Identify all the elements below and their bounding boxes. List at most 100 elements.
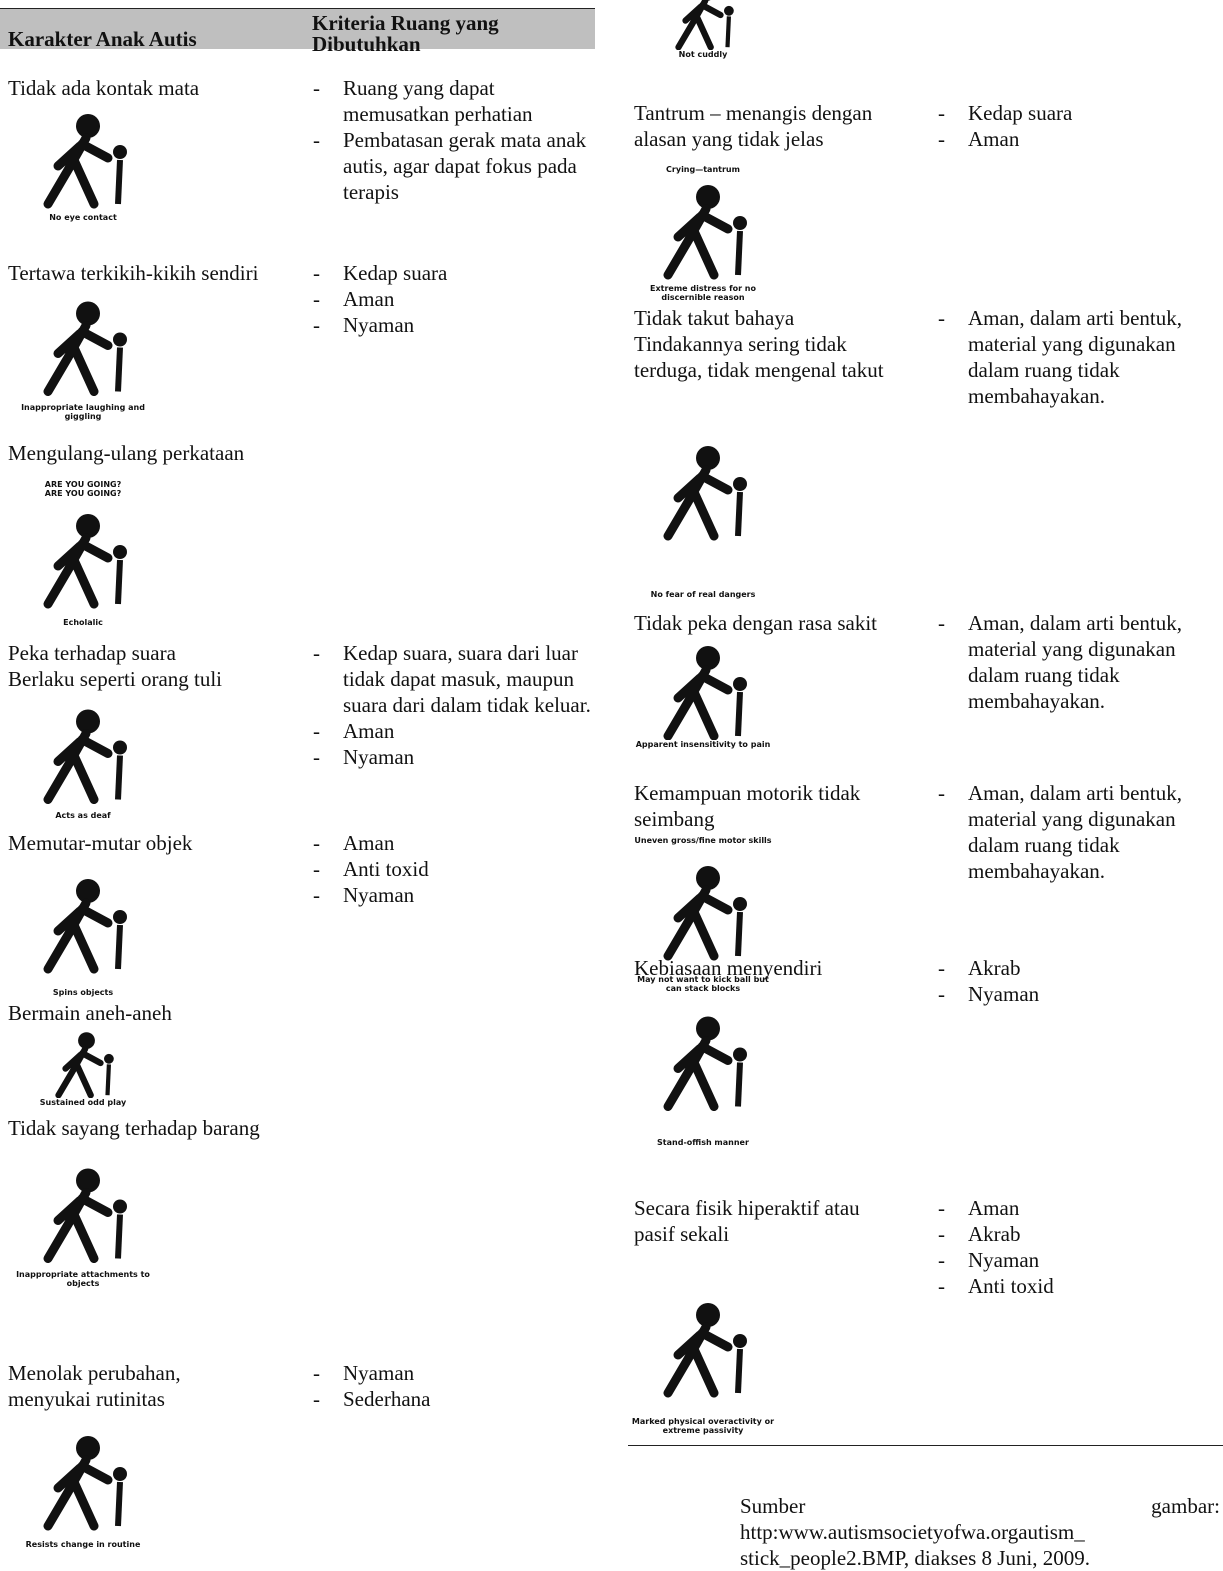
stick-figure: [43, 114, 127, 209]
stick-figure: [43, 879, 127, 974]
image-caption: Uneven gross/fine motor skills: [634, 836, 772, 845]
criteria-cell: AmanAkrabNyamanAnti toxid: [938, 1195, 1220, 1299]
criteria-item: Pembatasan gerak mata anak autis, agar d…: [313, 127, 598, 205]
stick-figure: [663, 1303, 747, 1398]
criteria-item: Nyaman: [938, 1247, 1220, 1273]
criteria-cell: Kedap suaraAmanNyaman: [313, 260, 598, 338]
character-cell: Kemampuan motorik tidak seimbang: [634, 780, 934, 832]
header-cell: Karakter Anak Autis: [8, 27, 197, 51]
source-note: Sumber gambar: http:www.autismsocietyofw…: [740, 1494, 1220, 1570]
image-caption: No fear of real dangers: [650, 590, 756, 599]
character-line: Tindakannya sering tidak: [634, 332, 847, 356]
character-cell: Mengulang-ulang perkataan: [8, 440, 308, 466]
image-caption: Inappropriate laughing and giggling: [21, 403, 145, 421]
criteria-item: Ruang yang dapat memusatkan perhatian: [313, 75, 598, 127]
criteria-item: Anti toxid: [938, 1273, 1220, 1299]
image-caption: ARE YOU GOING?: [44, 489, 122, 498]
character-line: seimbang: [634, 807, 715, 831]
stick-figure: [43, 514, 127, 609]
character-line: Tantrum – menangis dengan: [634, 101, 873, 125]
character-line: Secara fisik hiperaktif atau: [634, 1196, 860, 1220]
image-caption: Sustained odd play: [39, 1098, 127, 1107]
criteria-item: Nyaman: [938, 981, 1220, 1007]
character-line: pasif sekali: [634, 1222, 730, 1246]
stick-figure: [663, 446, 747, 541]
criteria-cell: Aman, dalam arti bentuk, material yang d…: [938, 780, 1220, 884]
criteria-cell: AmanAnti toxidNyaman: [313, 830, 598, 908]
criteria-item: Kedap suara: [938, 100, 1220, 126]
criteria-item: Aman, dalam arti bentuk, material yang d…: [938, 780, 1220, 884]
character-line: terduga, tidak mengenal takut: [634, 358, 884, 382]
pictogram: Acts as deaf: [8, 696, 178, 820]
criteria-item: Aman: [938, 1195, 1220, 1221]
image-caption: ARE YOU GOING?: [44, 480, 122, 489]
header-cell: Kriteria Ruang yang Dibutuhkan: [312, 11, 499, 56]
character-line: Tidak ada kontak mata: [8, 76, 200, 100]
pictogram: Spins objects: [8, 858, 178, 997]
criteria-item: Aman: [313, 830, 598, 856]
image-caption: Spins objects: [52, 988, 114, 997]
stick-figure: [43, 1168, 127, 1263]
criteria-cell: Aman, dalam arti bentuk, material yang d…: [938, 305, 1220, 409]
pictogram: Crying—tantrum Extreme distress for no di…: [628, 165, 798, 302]
stick-figure: [663, 1016, 747, 1111]
character-line: Tidak peka dengan rasa sakit: [634, 611, 877, 635]
image-caption: No eye contact: [49, 213, 117, 222]
pictogram: No eye contact: [8, 103, 178, 222]
character-line: Tidak takut bahaya: [634, 306, 795, 330]
criteria-item: Kedap suara: [313, 260, 598, 286]
table-header: Karakter Anak Autis Kriteria Ruang yang …: [0, 8, 595, 55]
character-cell: Tidak ada kontak mata: [8, 75, 308, 101]
criteria-cell: Kedap suara, suara dari luar tidak dapat…: [313, 640, 598, 770]
character-line: Bermain aneh-aneh: [8, 1001, 172, 1025]
character-cell: Bermain aneh-aneh: [8, 1000, 308, 1026]
stick-figure: [675, 0, 734, 50]
stick-figure: [663, 866, 747, 961]
criteria-item: Aman: [313, 286, 598, 312]
image-caption: Extreme distress for no discernible reas…: [650, 284, 756, 302]
pictogram: Marked physical overactivity or extreme …: [628, 1277, 798, 1435]
criteria-item: Aman, dalam arti bentuk, material yang d…: [938, 610, 1220, 714]
character-line: Tertawa terkikih-kikih sendiri: [8, 261, 259, 285]
criteria-item: Aman, dalam arti bentuk, material yang d…: [938, 305, 1220, 409]
pictogram: Not cuddly: [628, 0, 798, 59]
pictogram: ARE YOU GOING? ARE YOU GOING? Echolalic: [8, 480, 178, 627]
image-caption: Apparent insensitivity to pain: [635, 740, 771, 749]
criteria-item: Anti toxid: [313, 856, 598, 882]
pictogram: Resists change in routine: [8, 1420, 178, 1549]
criteria-item: Nyaman: [313, 1360, 598, 1386]
criteria-item: Sederhana: [313, 1386, 598, 1412]
criteria-cell: Aman, dalam arti bentuk, material yang d…: [938, 610, 1220, 714]
criteria-item: Nyaman: [313, 882, 598, 908]
image-caption: Echolalic: [63, 618, 103, 627]
criteria-item: Aman: [938, 126, 1220, 152]
criteria-cell: Ruang yang dapat memusatkan perhatianPem…: [313, 75, 598, 205]
character-cell: Tidak peka dengan rasa sakit: [634, 610, 934, 636]
character-line: Mengulang-ulang perkataan: [8, 441, 245, 465]
character-line: Peka terhadap suara: [8, 641, 176, 665]
image-caption: May not want to kick ball but can stack …: [637, 975, 769, 993]
criteria-item: Nyaman: [313, 744, 598, 770]
image-caption: Stand-offish manner: [657, 1138, 749, 1147]
image-caption: Not cuddly: [678, 50, 728, 59]
character-cell: Menolak perubahan, menyukai rutinitas: [8, 1360, 308, 1412]
pictogram: No fear of real dangers: [628, 390, 798, 599]
criteria-item: Aman: [313, 718, 598, 744]
criteria-cell: NyamanSederhana: [313, 1360, 598, 1412]
image-caption: Crying—tantrum: [666, 165, 740, 174]
stick-figure: [663, 185, 747, 280]
pictogram: Stand-offish manner: [628, 983, 798, 1147]
criteria-item: Akrab: [938, 1221, 1220, 1247]
criteria-item: Nyaman: [313, 312, 598, 338]
criteria-cell: AkrabNyaman: [938, 955, 1220, 1007]
criteria-cell: Kedap suaraAman: [938, 100, 1220, 152]
character-line: Kebiasaan menyendiri: [634, 956, 823, 980]
pictogram: Sustained odd play: [8, 1028, 178, 1107]
character-line: alasan yang tidak jelas: [634, 127, 824, 151]
image-caption: Resists change in routine: [25, 1540, 141, 1549]
character-cell: Secara fisik hiperaktif atau pasif sekali: [634, 1195, 934, 1247]
image-caption: Marked physical overactivity or extreme …: [631, 1417, 775, 1435]
character-line: menyukai rutinitas: [8, 1387, 165, 1411]
criteria-item: Akrab: [938, 955, 1220, 981]
